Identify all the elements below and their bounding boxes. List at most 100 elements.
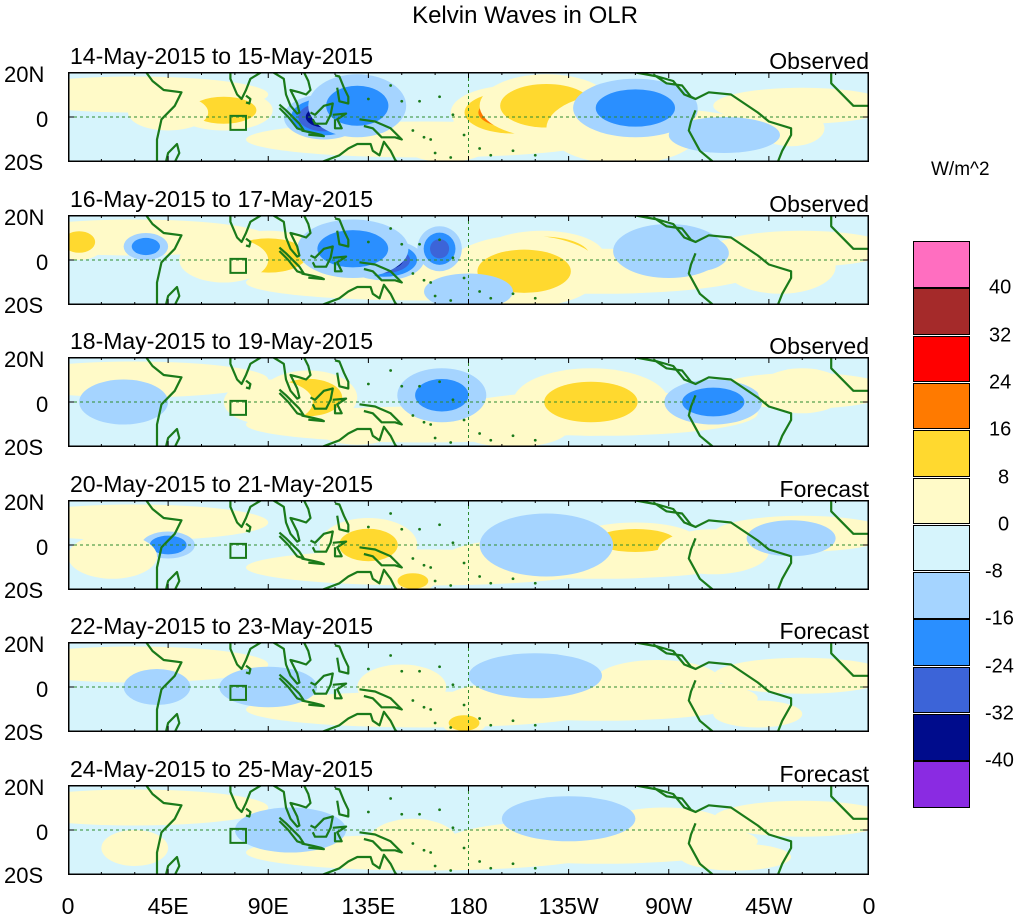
island (389, 797, 393, 800)
island (366, 810, 370, 814)
colorbar-swatch (913, 430, 970, 477)
colorbar-label: -16 (985, 607, 1014, 630)
island (429, 280, 433, 284)
latitude-label: 20S (4, 577, 44, 603)
island (438, 523, 441, 526)
coastline (359, 118, 403, 141)
latitude-label: 0 (36, 677, 49, 703)
longitude-label: 45W (745, 893, 793, 919)
colorbar-swatch (913, 241, 970, 288)
positive-olr-anomaly (657, 529, 769, 575)
latitude-label: 20S (4, 435, 44, 461)
colorbar-swatch (913, 572, 970, 619)
coastline (321, 568, 399, 590)
island (462, 276, 466, 279)
coastline (309, 102, 334, 125)
latitude-label: 20N (4, 632, 45, 658)
latitude-label: 20S (4, 720, 44, 746)
island (449, 726, 453, 730)
island (418, 385, 421, 388)
coastline (68, 72, 183, 162)
coastline (321, 140, 399, 162)
coastline (164, 855, 181, 875)
coastline (687, 91, 793, 162)
island (449, 869, 453, 872)
latitude-label: 20N (4, 62, 45, 87)
island (433, 294, 437, 297)
island (533, 296, 537, 300)
longitude-label: 180 (449, 893, 488, 919)
island (511, 719, 515, 723)
island (429, 708, 433, 712)
olr-map (68, 357, 869, 448)
island (449, 441, 453, 445)
island (389, 84, 393, 87)
coastline (309, 244, 334, 268)
coastline (245, 237, 252, 248)
negative-olr-anomaly (123, 669, 191, 706)
weak-anomaly-band (68, 646, 269, 683)
island (389, 226, 393, 230)
panel-date-range: 18-May-2015 to 19-May-2015 (70, 328, 373, 355)
coastline (309, 530, 334, 553)
island (451, 541, 455, 544)
island (489, 153, 493, 157)
weak-anomaly-band (713, 800, 869, 837)
island (422, 278, 426, 282)
colorbar-units: W/m^2 (931, 159, 990, 180)
colorbar-swatch (913, 524, 970, 572)
island (451, 255, 455, 259)
island (400, 242, 404, 246)
coastline (245, 665, 252, 675)
island (418, 527, 421, 531)
coastline (830, 357, 869, 393)
island (489, 581, 493, 585)
panel-status: Forecast (779, 761, 869, 787)
coastline (164, 713, 181, 733)
coastline (687, 518, 793, 590)
map-svg (68, 72, 869, 162)
island (489, 296, 493, 300)
coastline (164, 142, 181, 162)
island (389, 654, 393, 658)
island (462, 846, 466, 850)
island (411, 414, 415, 418)
figure-title: Kelvin Waves in OLR (412, 2, 638, 29)
positive-olr-anomaly (368, 818, 458, 864)
coastline (830, 642, 869, 678)
latitude-label: 20S (4, 292, 44, 318)
coastline (68, 785, 183, 875)
island (511, 577, 515, 580)
latitude-label: 0 (36, 820, 49, 845)
island (511, 434, 515, 438)
latitude-label: 20S (4, 150, 44, 175)
positive-olr-anomaly (457, 411, 569, 448)
island (389, 511, 393, 515)
coastline (332, 682, 348, 700)
coastline (332, 540, 348, 558)
colorbar-swatch (913, 619, 970, 666)
colorbar-swatch (913, 335, 970, 383)
negative-olr-anomaly (131, 237, 161, 255)
coastline (68, 499, 183, 590)
island (389, 369, 393, 373)
island (422, 421, 426, 424)
olr-map (68, 499, 869, 590)
coastline (359, 831, 403, 854)
island (366, 525, 370, 529)
coastline (830, 214, 869, 250)
longitude-axis: 0 45E 90E 135E 180 135W 90W 45W 0 (0, 893, 1021, 919)
island (429, 423, 433, 427)
map-svg (68, 642, 869, 733)
longitude-label: 90W (645, 893, 693, 919)
island (422, 563, 426, 567)
weak-anomaly-band (68, 789, 269, 826)
panel-status: Observed (769, 333, 869, 360)
longitude-label: 135W (538, 893, 599, 919)
maldives-box (229, 257, 248, 274)
negative-olr-anomaly (149, 535, 187, 555)
island (400, 812, 404, 816)
panel-date-range: 16-May-2015 to 17-May-2015 (70, 185, 373, 212)
island (449, 583, 453, 587)
coastline (321, 425, 399, 448)
